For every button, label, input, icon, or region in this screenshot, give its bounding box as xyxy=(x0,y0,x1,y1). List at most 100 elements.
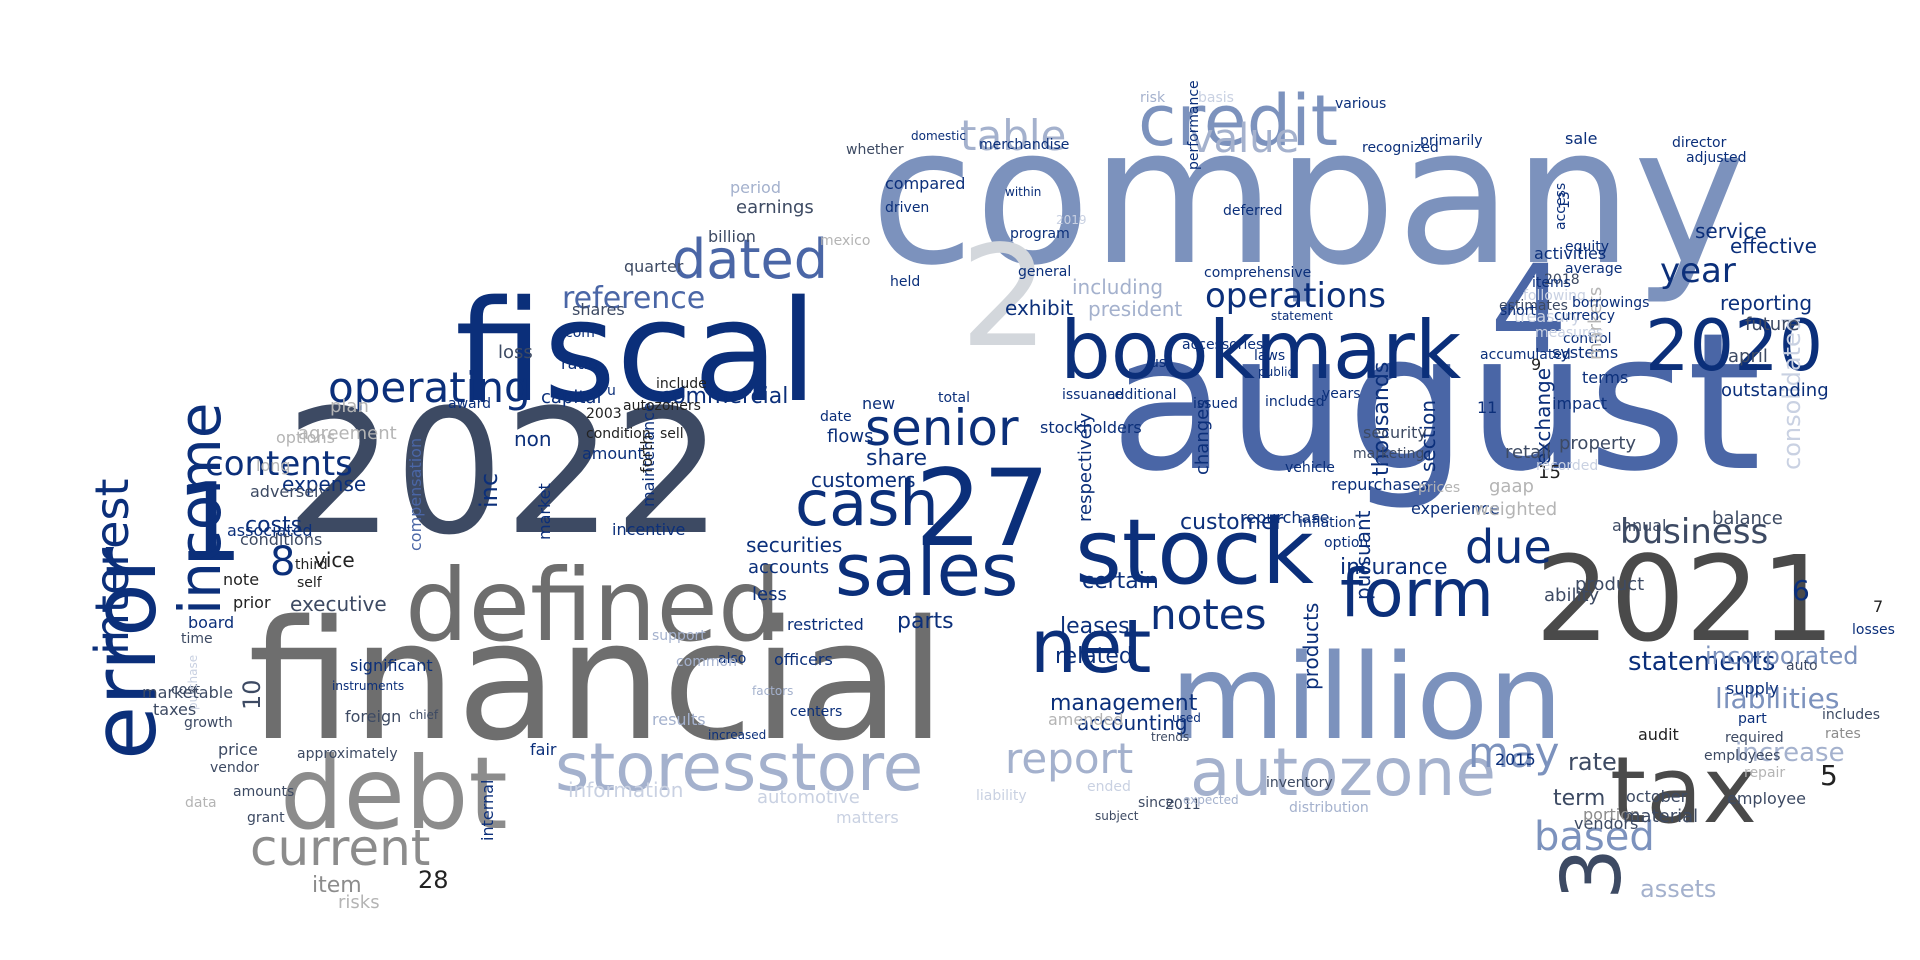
word-service: service xyxy=(1695,219,1767,243)
word-autozone: autozone xyxy=(1190,734,1496,811)
word-company: company xyxy=(870,86,1746,307)
word-factors: factors xyxy=(752,684,793,698)
word-repair: repair xyxy=(1744,765,1785,781)
word-prices: prices xyxy=(1418,480,1460,496)
word-less: less xyxy=(752,584,787,605)
word-13: 13 xyxy=(1557,191,1573,209)
word-future: future xyxy=(1745,314,1799,335)
word-conditions: conditions xyxy=(240,530,322,549)
word-27: 27 xyxy=(915,447,1050,570)
word-general: general xyxy=(1018,264,1071,280)
word-associated: associated xyxy=(227,521,313,540)
word-leases: leases xyxy=(1060,614,1130,639)
word-domestic: domestic xyxy=(911,129,966,143)
word-business: business xyxy=(1620,512,1768,552)
word-cash: cash xyxy=(795,467,939,540)
word-report: report xyxy=(1005,734,1133,783)
word-information: information xyxy=(568,778,683,802)
word-activities: activities xyxy=(1534,244,1606,263)
word-retail: retail xyxy=(1505,442,1551,463)
word-2020: 2020 xyxy=(1645,305,1823,387)
word-tax: tax xyxy=(1610,737,1757,844)
word-vehicle: vehicle xyxy=(1285,460,1335,476)
word-u: u xyxy=(607,383,616,399)
word-august: august xyxy=(1110,292,1761,513)
word-million: million xyxy=(1170,628,1563,766)
word-repurchase: repurchase xyxy=(1240,508,1330,527)
word-expense: expense xyxy=(282,472,366,496)
word-product: product xyxy=(1575,574,1644,595)
word-assets: assets xyxy=(1640,875,1716,903)
word-table: table xyxy=(960,111,1066,160)
word-2003: 2003 xyxy=(586,406,622,422)
word-sale: sale xyxy=(1565,129,1597,148)
word-impact: impact xyxy=(1552,394,1607,413)
word-merchandise: merchandise xyxy=(979,137,1069,153)
word-may: may xyxy=(1468,728,1560,777)
word-results: results xyxy=(652,710,706,729)
word-supply: supply xyxy=(1726,679,1779,698)
word-2015: 2015 xyxy=(1495,750,1536,769)
word-items: items xyxy=(1532,275,1571,291)
word-option: option xyxy=(1324,535,1368,551)
word-used: used xyxy=(1172,711,1201,725)
word-stockholders: stockholders xyxy=(1040,418,1142,437)
word-customers: customers xyxy=(811,468,916,492)
word-time: time xyxy=(181,631,213,647)
word-marketable: marketable xyxy=(142,683,233,702)
word-quarter: quarter xyxy=(624,257,684,276)
word-foreign: foreign xyxy=(345,707,401,726)
word-share: share xyxy=(866,446,927,471)
word-effective: effective xyxy=(1730,234,1817,258)
word-cost: cost xyxy=(171,682,201,698)
word-following: following xyxy=(1523,288,1586,304)
word-self: self xyxy=(297,575,323,591)
word-securities: securities xyxy=(746,533,842,557)
word-april: april xyxy=(1728,346,1768,367)
word-vendor: vendor xyxy=(210,760,259,776)
word-debt: debt xyxy=(280,735,508,852)
word-accounts: accounts xyxy=(748,557,829,578)
word-repurchases: repurchases xyxy=(1331,475,1429,494)
word-taxes: taxes xyxy=(153,700,196,719)
word-experience: experience xyxy=(1411,499,1500,518)
word-value: value xyxy=(1190,116,1299,162)
word-losses: losses xyxy=(1852,622,1895,638)
word-include: include xyxy=(656,376,707,392)
word-date: date xyxy=(820,409,852,425)
word-additional: additional xyxy=(1107,387,1177,403)
word-internal: internal xyxy=(478,780,497,841)
word-director: director xyxy=(1672,135,1727,151)
word-annual: annual xyxy=(1612,516,1666,535)
word-whether: whether xyxy=(846,142,904,158)
word-earnings: earnings xyxy=(736,197,814,218)
word-increase: increase xyxy=(1735,738,1845,768)
word-thousands: thousands xyxy=(1369,362,1394,476)
word-condition: condition xyxy=(586,426,651,442)
word-28: 28 xyxy=(418,866,449,894)
word-outstanding: outstanding xyxy=(1721,380,1829,401)
word-insurance: insurance xyxy=(1340,555,1448,580)
word-item: item xyxy=(312,873,362,898)
word-equity: equity xyxy=(1565,239,1609,255)
word-defined: defined xyxy=(405,547,781,664)
word-grant: grant xyxy=(247,810,285,826)
word-15: 15 xyxy=(1538,462,1561,483)
word-storesstore: storesstore xyxy=(555,729,923,806)
word-liability: liability xyxy=(976,788,1027,804)
word-exhibit: exhibit xyxy=(1005,296,1073,320)
word-7: 7 xyxy=(1873,597,1883,616)
word-changes: changes xyxy=(1192,399,1213,475)
word-statement: statement xyxy=(1271,309,1333,323)
word-increased: increased xyxy=(708,728,766,742)
word-inflation: inflation xyxy=(1299,515,1356,531)
word-incorporated: incorporated xyxy=(1705,642,1859,670)
word-senior: senior xyxy=(865,399,1019,457)
word-2022: 2022 xyxy=(285,372,723,573)
word-employees: employees xyxy=(1704,748,1780,764)
word-systems: systems xyxy=(1552,343,1618,362)
word-estimates: estimates xyxy=(1499,298,1568,314)
word-com: com xyxy=(565,325,595,341)
word-deferred: deferred xyxy=(1223,203,1283,219)
word-maintenance: maintenance xyxy=(639,402,658,507)
